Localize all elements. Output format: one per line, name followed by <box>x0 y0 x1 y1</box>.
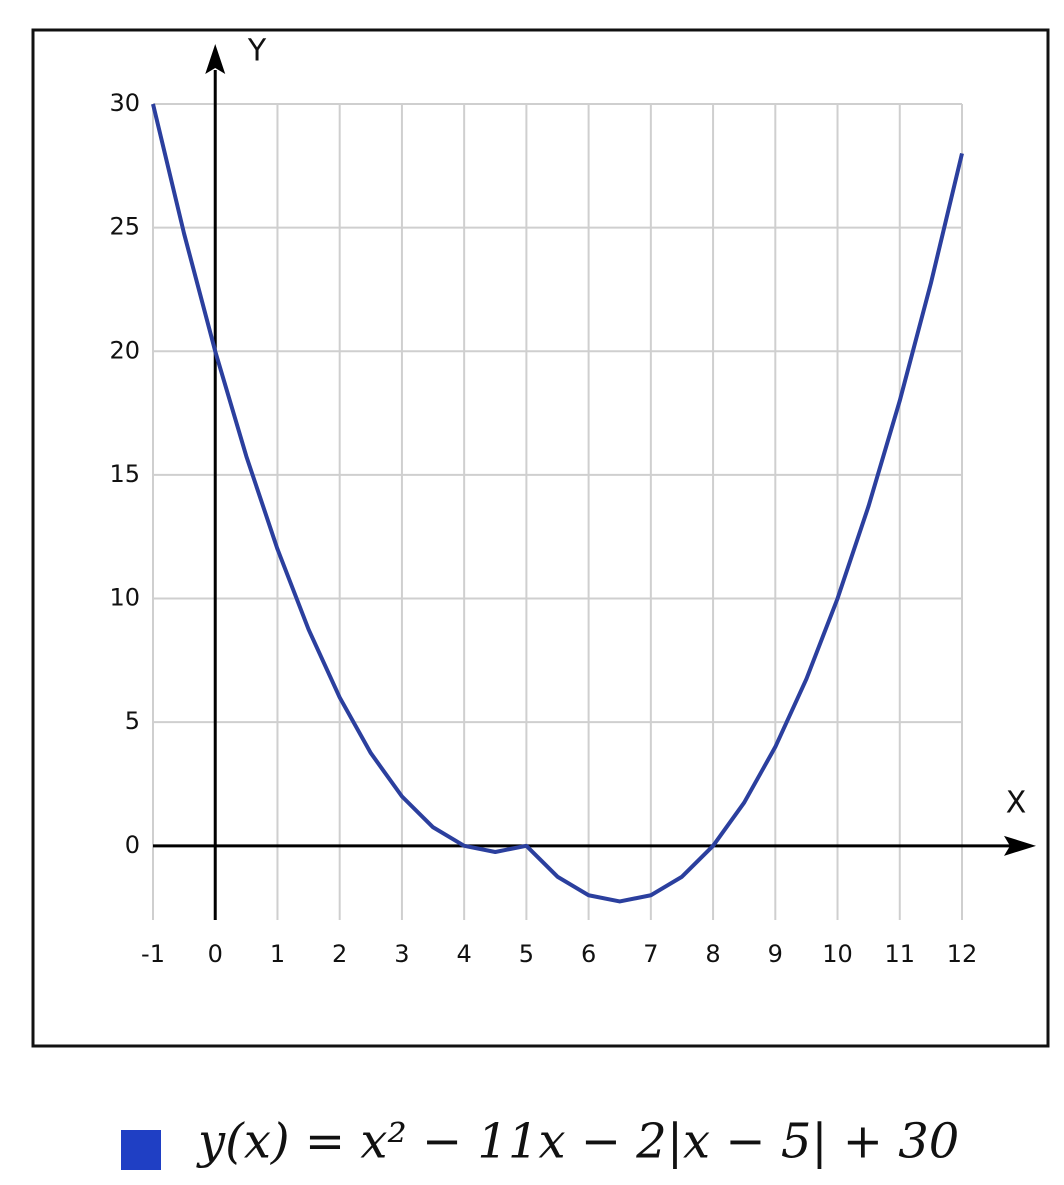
legend-swatch <box>121 1130 161 1170</box>
y-tick-label: 30 <box>109 89 140 117</box>
x-axis-arrow <box>1004 835 1036 856</box>
x-tick-label: 0 <box>208 940 223 968</box>
x-tick-label: 3 <box>394 940 409 968</box>
x-tick-label: 2 <box>332 940 347 968</box>
legend-text: y(x) = x² − 11x − 2|x − 5| + 30 <box>196 1114 959 1170</box>
y-tick-label: 10 <box>109 584 140 612</box>
x-tick-label: 7 <box>643 940 658 968</box>
data-line <box>151 103 964 904</box>
x-tick-label: -1 <box>141 940 165 968</box>
x-tick-label: 10 <box>822 940 853 968</box>
y-axis-label: Y <box>247 34 267 69</box>
y-tick-label: 15 <box>109 460 140 488</box>
y-tick-label: 5 <box>125 707 140 735</box>
x-tick-label: 11 <box>884 940 915 968</box>
x-tick-label: 8 <box>705 940 720 968</box>
y-tick-label: 0 <box>125 831 140 859</box>
x-tick-label: 12 <box>947 940 978 968</box>
x-tick-label: 1 <box>270 940 285 968</box>
x-tick-label: 5 <box>519 940 534 968</box>
x-axis-label: X <box>1006 786 1027 821</box>
y-tick-label: 20 <box>109 336 140 364</box>
x-tick-label: 6 <box>581 940 596 968</box>
y-tick-label: 25 <box>109 213 140 241</box>
frame <box>31 28 1050 1048</box>
y-axis-arrow <box>205 44 226 74</box>
x-tick-label: 9 <box>768 940 783 968</box>
x-tick-label: 4 <box>457 940 472 968</box>
